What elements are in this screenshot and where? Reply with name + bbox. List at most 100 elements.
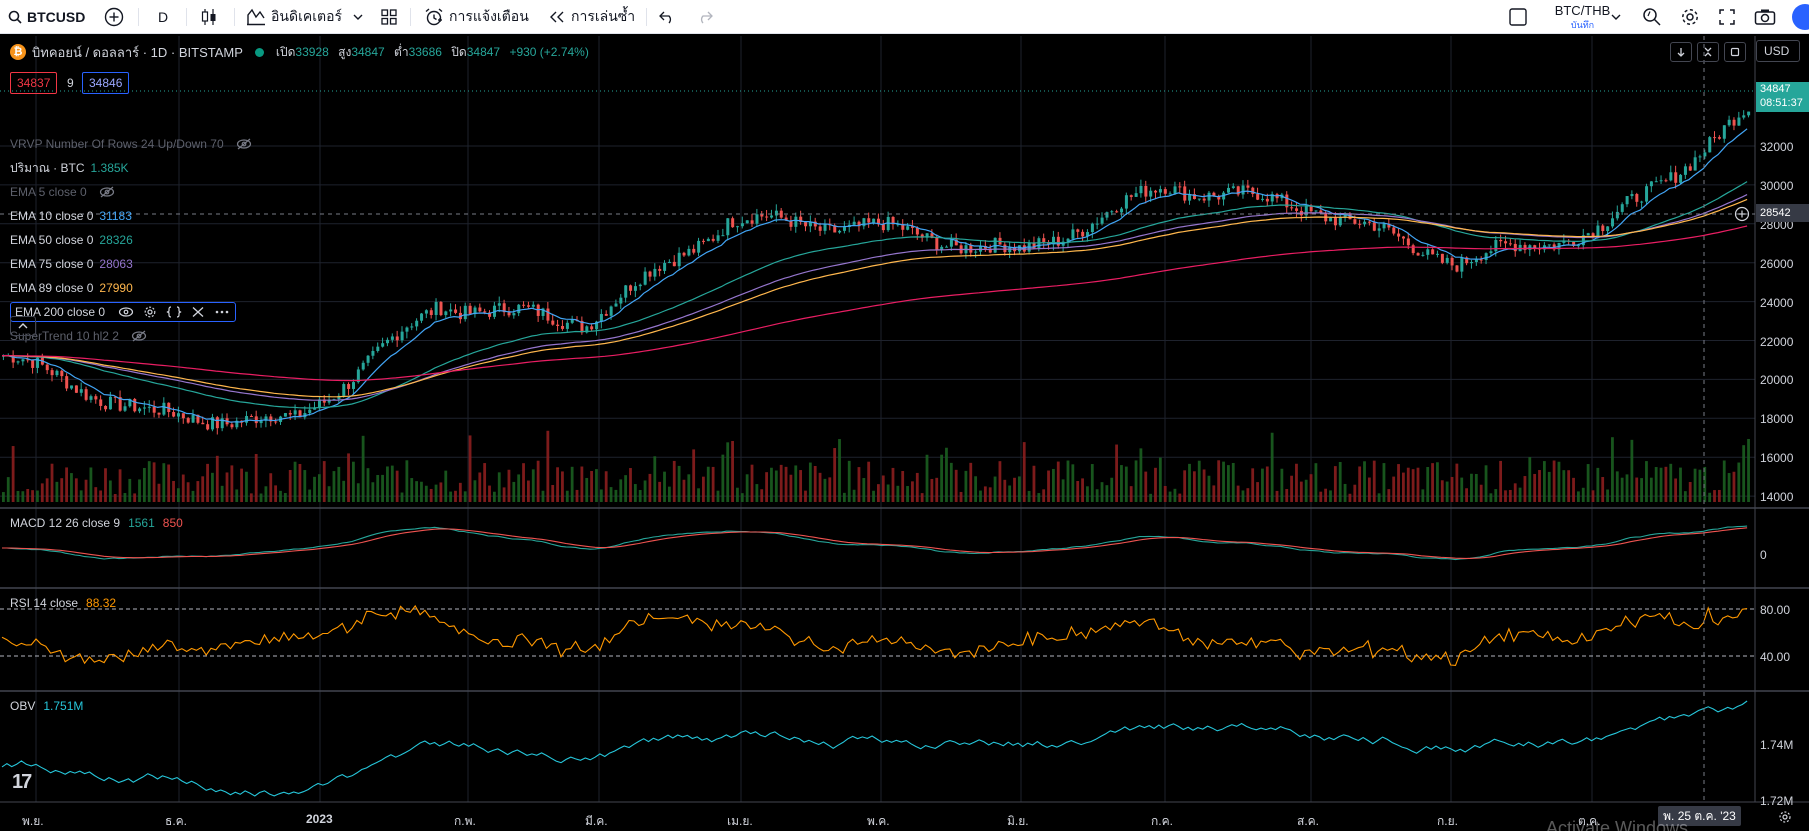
volume-bar [1717,489,1721,502]
candle-body [629,285,633,291]
volume-bar [1124,466,1128,502]
maximize-pane-button[interactable] [1724,42,1746,62]
candle-body [1105,212,1109,218]
publish-button[interactable] [1792,4,1809,30]
candle-body [1406,238,1410,246]
snapshot-button[interactable] [1754,0,1776,34]
time-tick-label: ธ.ค. [165,814,188,828]
candle-body [1615,211,1619,219]
collapse-legend-button[interactable] [10,316,36,336]
candle-body [468,305,472,315]
zoom-search-icon [1643,8,1661,26]
compare-checkbox[interactable] [1508,0,1528,34]
scroll-down-button[interactable] [1670,42,1692,62]
buy-button[interactable]: 34846 [82,72,130,94]
legend-item[interactable]: EMA 50 close 0 28326 [10,230,133,250]
legend-item[interactable]: EMA 89 close 0 27990 [10,278,133,298]
chart-canvas[interactable] [0,36,1809,831]
legend-item-value: 31183 [99,209,132,223]
legend-item[interactable]: SuperTrend 10 hl2 2 [10,326,147,346]
candle-body [1003,244,1007,253]
volume-bar [1275,490,1279,502]
volume-bar [1076,481,1080,502]
rsi-legend[interactable]: RSI 14 close 88.32 [10,594,116,612]
macd-legend[interactable]: MACD 12 26 close 9 1561 850 [10,514,183,532]
legend-item[interactable]: EMA 5 close 0 [10,182,115,202]
time-tick-label: พ.ค. [867,814,890,828]
legend-item-value: 28326 [99,233,133,247]
close-icon[interactable] [189,306,207,318]
candle-body [770,215,774,218]
symbol-title-bar[interactable]: ₿ บิทคอยน์ / ดอลลาร์ · 1D · BITSTAMP เปิ… [10,42,595,62]
volume-bar [1445,481,1449,502]
candle-body [1460,257,1464,272]
candle-body [181,413,185,419]
candle-body [1470,262,1474,264]
chart-type-button[interactable] [200,0,218,34]
toolbar-divider [138,8,139,26]
candle-body [599,313,603,322]
add-alert-plus-button[interactable] [1734,206,1750,225]
legend-item[interactable]: ปริมาณ · BTC 1.385K [10,158,129,178]
quick-search-button[interactable] [1642,0,1662,34]
time-axis-settings-button[interactable] [1778,810,1792,827]
candle-body [750,220,754,224]
compare-add-button[interactable] [104,0,124,34]
candle-body [697,240,701,253]
volume-bar [842,492,846,502]
candle-body [1611,218,1615,227]
volume-bar [561,471,564,502]
candle-body [347,384,351,389]
alerts-button[interactable]: การแจ้งเตือน [424,0,529,34]
volume-bar [959,491,963,502]
indicators-button[interactable]: อินดิเคเตอร์ [246,0,342,34]
candle-body [157,412,161,415]
more-icon[interactable] [213,306,231,318]
candle-body [784,217,788,221]
legend-item[interactable]: EMA 10 close 0 31183 [10,206,132,226]
symbol-search-button[interactable]: BTCUSD [8,0,85,34]
interval-button[interactable]: D [158,0,168,34]
legend-item[interactable]: EMA 200 close 0 [10,302,237,322]
indicator-templates-button[interactable] [352,0,364,34]
legend-item[interactable]: EMA 75 close 0 28063 [10,254,133,274]
eye-off-icon[interactable] [236,138,252,150]
eye-icon[interactable] [117,306,135,318]
fullscreen-button[interactable] [1718,0,1736,34]
settings-button[interactable] [1680,0,1700,34]
layout-button[interactable] [380,0,398,34]
source-code-icon[interactable] [165,306,183,318]
volume-bar [230,465,234,502]
candle-body [1717,137,1721,139]
volume-bar [240,468,243,502]
redo-icon [700,11,713,24]
redo-button[interactable] [696,0,714,34]
undo-button[interactable] [658,0,676,34]
obv-legend[interactable]: OBV 1.751M [10,697,83,715]
chart-area[interactable]: ₿ บิทคอยน์ / ดอลลาร์ · 1D · BITSTAMP เปิ… [0,36,1809,831]
volume-bar [998,461,1002,502]
volume-bar [828,477,832,502]
legend-item-name: EMA 50 close 0 [10,233,94,247]
collapse-pane-button[interactable] [1697,42,1719,62]
compare-pair-selector[interactable]: BTC/THB บันทึก [1535,2,1630,32]
legend-item[interactable]: VRVP Number Of Rows 24 Up/Down 70 [10,134,252,154]
time-tick-label: ก.พ. [454,814,476,828]
currency-selector[interactable]: USD [1756,40,1800,62]
volume-bar [288,469,292,502]
eye-off-icon[interactable] [99,186,115,198]
volume-bar [838,439,841,502]
candle-body [1387,223,1391,228]
gear-icon[interactable] [141,306,159,318]
compare-pair-dropdown[interactable] [1610,0,1622,34]
volume-bar [1295,463,1298,502]
candle-body [1479,259,1483,261]
volume-bar [395,470,399,502]
sell-button[interactable]: 34837 [10,72,58,94]
volume-bar [1528,457,1532,502]
replay-button[interactable]: การเล่นซ้ำ [548,0,635,34]
volume-bar [1314,463,1318,502]
eye-off-icon[interactable] [131,330,147,342]
candle-body [113,396,117,398]
volume-bar [269,473,273,502]
